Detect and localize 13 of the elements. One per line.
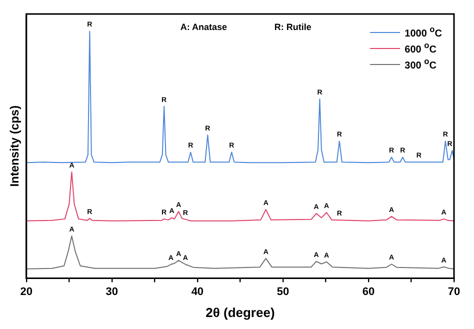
x-tick-label: 30	[106, 286, 118, 298]
legend-label: 600 $^{o}$C	[404, 40, 436, 56]
x-tick-label: 50	[276, 286, 290, 298]
legend-label: 300 $^{o}$C	[404, 56, 436, 72]
x-tick-label: 70	[448, 286, 460, 298]
annotation: A: Anatase	[180, 22, 228, 32]
x-tick-label: 60	[362, 286, 375, 298]
y-axis-title: Intensity (cps)	[8, 105, 22, 187]
x-tick-label: 20	[20, 286, 33, 298]
x-tick-label: 40	[191, 286, 204, 298]
legend-label: 1000 $^{o}$C	[404, 24, 442, 40]
x-axis-title: 2θ (degree)	[206, 304, 275, 320]
annotation: R: Rutile	[274, 22, 312, 32]
